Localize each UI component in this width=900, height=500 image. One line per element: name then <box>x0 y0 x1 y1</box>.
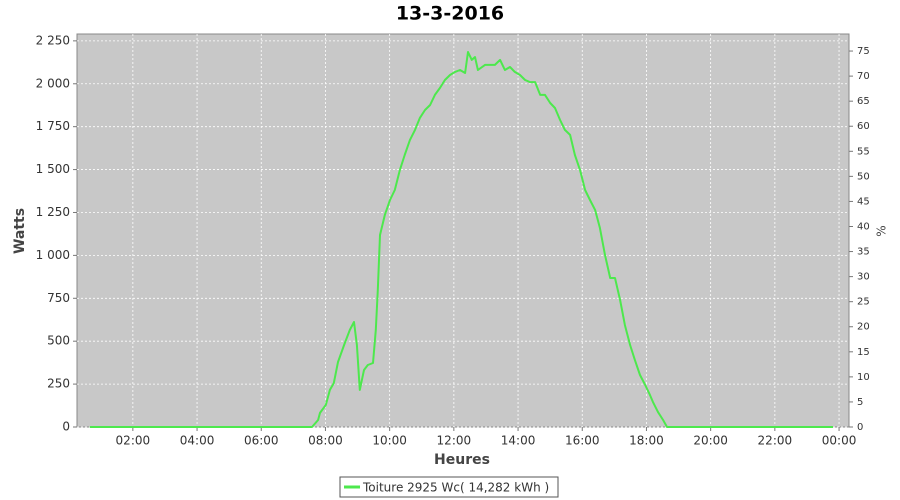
y-tick-label: 250 <box>47 377 70 391</box>
y2-tick-label: 70 <box>857 71 870 82</box>
legend <box>339 476 559 498</box>
y2-tick-label: 5 <box>857 397 863 408</box>
y2-tick-label: 40 <box>857 221 870 232</box>
y2-tick-label: 10 <box>857 372 870 383</box>
y-tick-label: 1 500 <box>36 162 70 176</box>
x-tick-label: 18:00 <box>629 434 664 448</box>
y2-tick-label: 25 <box>857 297 870 308</box>
x-tick-label: 08:00 <box>308 434 343 448</box>
x-tick-label: 14:00 <box>501 434 536 448</box>
y2-tick-label: 20 <box>857 322 870 333</box>
y-tick-label: 2 250 <box>36 33 70 47</box>
y-axis-label: Watts <box>12 208 28 254</box>
y2-tick-label: 0 <box>857 422 863 433</box>
x-axis-label: Heures <box>434 452 490 468</box>
y2-tick-label: 15 <box>857 347 870 358</box>
y2-axis-label: % <box>875 225 889 236</box>
x-tick-label: 16:00 <box>565 434 600 448</box>
x-tick-label: 02:00 <box>116 434 151 448</box>
y-tick-label: 1 750 <box>36 119 70 133</box>
chart-title: 13-3-2016 <box>396 3 504 25</box>
y2-tick-label: 75 <box>857 46 870 57</box>
y-tick-label: 2 000 <box>36 76 70 90</box>
line-series <box>89 51 833 428</box>
y2-tick-label: 65 <box>857 96 870 107</box>
x-tick-label: 00:00 <box>822 434 857 448</box>
y-tick-label: 750 <box>47 291 70 305</box>
plot-area <box>76 33 850 428</box>
x-tick-label: 06:00 <box>244 434 279 448</box>
x-tick-label: 04:00 <box>180 434 215 448</box>
y2-tick-label: 55 <box>857 146 870 157</box>
x-tick-label: 20:00 <box>693 434 728 448</box>
y2-tick-label: 45 <box>857 196 870 207</box>
y-tick-label: 500 <box>47 334 70 348</box>
x-tick-label: 10:00 <box>372 434 407 448</box>
y-tick-label: 1 250 <box>36 205 70 219</box>
y2-tick-label: 35 <box>857 247 870 258</box>
x-tick-label: 22:00 <box>758 434 793 448</box>
y-tick-label: 1 000 <box>36 248 70 262</box>
y2-tick-label: 60 <box>857 121 870 132</box>
y2-tick-label: 30 <box>857 272 870 283</box>
x-tick-label: 12:00 <box>437 434 472 448</box>
y2-tick-label: 50 <box>857 171 870 182</box>
legend-label: Toiture 2925 Wc( 14,282 kWh ) <box>362 481 549 495</box>
y-tick-label: 0 <box>62 420 70 434</box>
